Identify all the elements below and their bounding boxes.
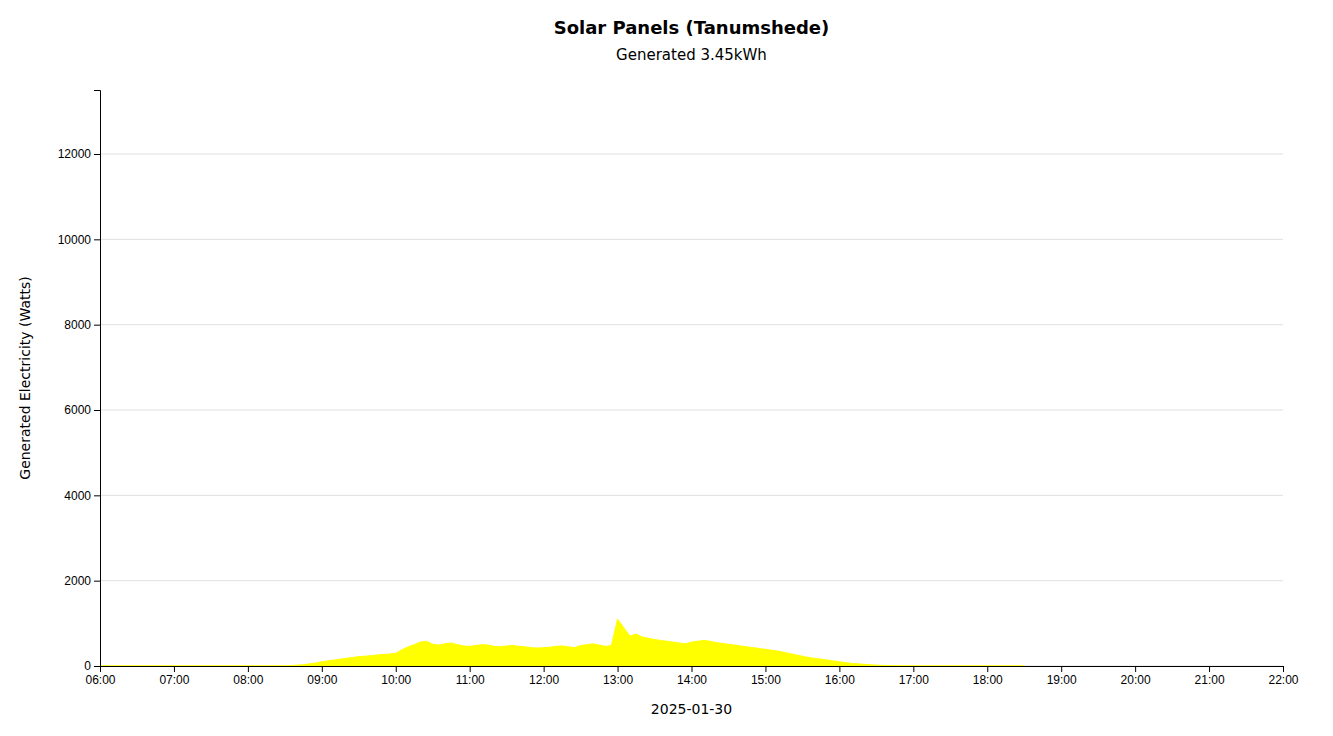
plot-area — [100, 619, 1024, 666]
tick-label: 8000 — [64, 318, 91, 332]
tick: 13:00 — [603, 666, 633, 687]
tick-label: 21:00 — [1195, 673, 1225, 687]
tick-mark — [618, 666, 619, 672]
tick-mark — [94, 495, 100, 496]
tick: 11:00 — [456, 666, 485, 687]
tick: 10:00 — [381, 666, 411, 687]
grid-line — [100, 324, 1283, 325]
tick-label: 2000 — [64, 574, 91, 588]
tick-label: 10:00 — [381, 673, 411, 687]
tick-label: 09:00 — [307, 673, 337, 687]
tick-label: 18:00 — [973, 673, 1003, 687]
tick: 10000 — [58, 233, 100, 247]
tick-label: 4000 — [64, 489, 91, 503]
tick: 17:00 — [899, 666, 929, 687]
tick-mark — [94, 325, 100, 326]
tick-mark — [544, 666, 545, 672]
tick-mark — [322, 666, 323, 672]
tick: 8000 — [64, 318, 100, 332]
tick-label: 13:00 — [603, 673, 633, 687]
tick-label: 14:00 — [677, 673, 707, 687]
tick-mark — [396, 666, 397, 672]
tick: 4000 — [64, 489, 100, 503]
tick: 0 — [84, 659, 100, 673]
tick-mark — [765, 666, 766, 672]
tick-mark — [94, 239, 100, 240]
subtitle: Generated 3.45kWh — [616, 46, 767, 64]
tick: 07:00 — [159, 666, 189, 687]
tick-label: 06:00 — [85, 673, 115, 687]
grid — [100, 154, 1283, 666]
grid-line — [100, 495, 1283, 496]
tick-mark — [94, 581, 100, 582]
tick-label: 0 — [84, 659, 91, 673]
tick-mark — [94, 666, 100, 667]
tick-mark — [1061, 666, 1062, 672]
tick-mark — [248, 666, 249, 672]
tick-label: 19:00 — [1047, 673, 1077, 687]
tick: 2000 — [64, 574, 100, 588]
tick-mark — [987, 666, 988, 672]
tick: 09:00 — [307, 666, 337, 687]
tick-mark — [839, 666, 840, 672]
tick-label: 07:00 — [159, 673, 189, 687]
tick-label: 15:00 — [751, 673, 781, 687]
tick-label: 20:00 — [1121, 673, 1151, 687]
tick-label: 17:00 — [899, 673, 929, 687]
tick-label: 22:00 — [1268, 673, 1298, 687]
tick: 16:00 — [825, 666, 855, 687]
tick: 20:00 — [1121, 666, 1151, 687]
tick-mark — [470, 666, 471, 672]
tick-mark — [913, 666, 914, 672]
grid-line — [100, 410, 1283, 411]
grid-line — [100, 239, 1283, 240]
tick-mark — [1283, 666, 1284, 672]
tick: 18:00 — [973, 666, 1003, 687]
grid-line — [100, 154, 1283, 155]
tick-label: 12000 — [58, 147, 92, 161]
tick: 12000 — [58, 147, 100, 161]
x-axis-title: 2025-01-30 — [651, 701, 732, 717]
tick-mark — [1209, 666, 1210, 672]
tick: 6000 — [64, 403, 100, 417]
tick: 21:00 — [1195, 666, 1225, 687]
tick-mark — [692, 666, 693, 672]
x-axis: 06:00 07:00 08:00 09:00 10:00 11:00 12:00 13:00… — [85, 666, 1298, 687]
tick-label: 16:00 — [825, 673, 855, 687]
axis-line — [94, 91, 101, 667]
tick: 15:00 — [751, 666, 781, 687]
axis-line — [101, 667, 1284, 673]
tick-mark — [94, 154, 100, 155]
area — [100, 619, 1024, 666]
tick-mark — [94, 410, 100, 411]
tick: 19:00 — [1047, 666, 1077, 687]
title: Solar Panels (Tanumshede) — [554, 17, 830, 38]
tick-mark — [174, 666, 175, 672]
tick-label: 12:00 — [529, 673, 559, 687]
tick-mark — [1135, 666, 1136, 672]
y-axis-title: Generated Electricity (Watts) — [17, 276, 33, 479]
chart: 06:00 07:00 08:00 09:00 10:00 11:00 12:00 13:00… — [0, 0, 1333, 736]
grid-line — [100, 580, 1283, 581]
tick-label: 11:00 — [456, 673, 485, 687]
tick-label: 08:00 — [233, 673, 263, 687]
tick: 08:00 — [233, 666, 263, 687]
y-axis: 0 2000 4000 6000 8000 10000 12000 — [58, 91, 101, 674]
tick: 14:00 — [677, 666, 707, 687]
tick-label: 10000 — [58, 233, 92, 247]
tick-label: 6000 — [64, 403, 91, 417]
tick: 22:00 — [1268, 666, 1298, 687]
tick: 12:00 — [529, 666, 559, 687]
